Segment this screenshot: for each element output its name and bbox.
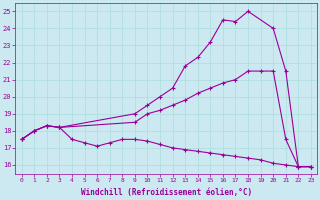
X-axis label: Windchill (Refroidissement éolien,°C): Windchill (Refroidissement éolien,°C)	[81, 188, 252, 197]
